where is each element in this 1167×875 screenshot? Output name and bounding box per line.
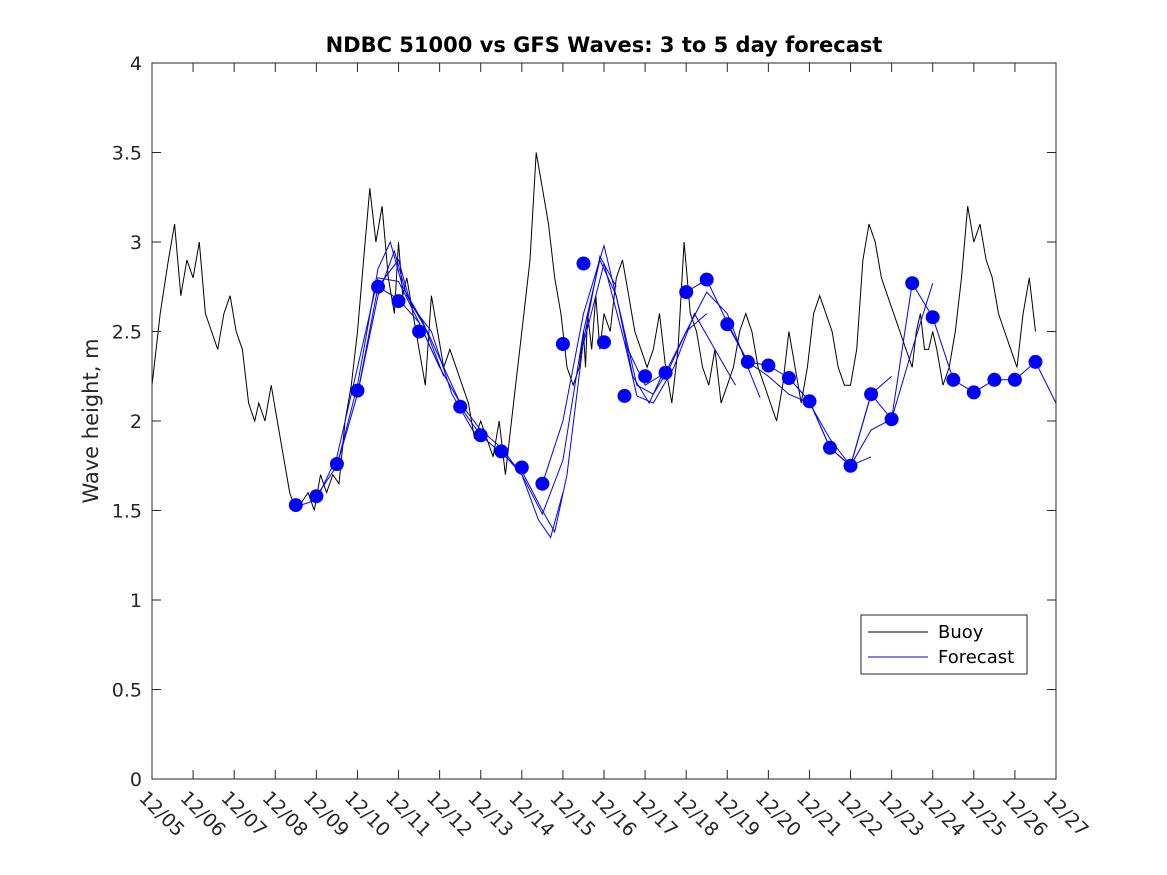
forecast-marker xyxy=(884,412,899,427)
x-tick-label: 12/12 xyxy=(422,787,476,841)
forecast-run-7 xyxy=(500,258,667,516)
forecast-marker xyxy=(309,489,324,504)
y-tick-label: 1 xyxy=(130,590,142,612)
forecast-marker xyxy=(946,372,961,387)
x-tick-label: 12/27 xyxy=(1038,787,1092,841)
forecast-run-13 xyxy=(788,283,934,467)
forecast-marker xyxy=(740,354,755,369)
forecast-run-11 xyxy=(685,278,872,467)
forecast-marker xyxy=(453,399,468,414)
y-tick-label: 0.5 xyxy=(112,680,142,702)
forecast-marker xyxy=(638,369,653,384)
x-tick-label: 12/20 xyxy=(751,787,805,841)
y-tick-label: 2.5 xyxy=(112,322,142,344)
forecast-marker xyxy=(576,256,591,271)
x-tick-label: 12/08 xyxy=(258,787,312,841)
y-tick-label: 3.5 xyxy=(112,143,142,165)
forecast-marker xyxy=(535,476,550,491)
forecast-marker xyxy=(843,458,858,473)
x-tick-label: 12/24 xyxy=(915,787,969,841)
forecast-marker xyxy=(371,279,385,294)
x-tick-label: 12/16 xyxy=(586,787,640,841)
y-tick-label: 2 xyxy=(130,411,142,433)
forecast-marker xyxy=(1007,372,1022,387)
forecast-marker xyxy=(288,498,303,513)
legend: Buoy Forecast xyxy=(860,614,1028,675)
forecast-marker xyxy=(699,272,714,287)
forecast-marker xyxy=(658,365,673,380)
y-tick-label: 0 xyxy=(130,769,142,791)
forecast-marker xyxy=(679,285,694,300)
x-tick-label: 12/07 xyxy=(217,787,271,841)
legend-buoy-label: Buoy xyxy=(938,622,984,643)
y-tick-label: 1.5 xyxy=(112,501,142,523)
forecast-marker xyxy=(802,394,817,409)
forecast-marker xyxy=(555,337,570,351)
x-tick-label: 12/15 xyxy=(545,787,599,841)
forecast-run-9 xyxy=(583,263,736,404)
x-tick-label: 12/06 xyxy=(176,787,230,841)
x-tick-label: 12/17 xyxy=(628,787,682,841)
chart-title: NDBC 51000 vs GFS Waves: 3 to 5 day fore… xyxy=(326,33,883,57)
forecast-marker xyxy=(514,460,529,475)
x-tick-label: 12/26 xyxy=(997,787,1051,841)
legend-box xyxy=(860,614,1028,675)
forecast-marker xyxy=(473,428,488,443)
forecast-marker xyxy=(617,388,632,403)
y-axis: 0 0.5 1 1.5 2 2.5 3 3.5 4 xyxy=(112,53,1056,791)
forecast-marker xyxy=(1028,354,1043,369)
y-tick-label: 3 xyxy=(130,232,142,254)
forecast-marker xyxy=(391,294,406,309)
buoy-series xyxy=(151,152,1036,512)
forecast-marker xyxy=(412,324,427,339)
x-tick-label: 12/22 xyxy=(833,787,887,841)
forecast-marker xyxy=(597,335,611,350)
forecast-marker xyxy=(494,444,509,459)
forecast-marker xyxy=(781,371,796,385)
x-tick-label: 12/23 xyxy=(874,787,928,841)
forecast-marker xyxy=(823,440,837,455)
x-tick-label: 12/21 xyxy=(792,787,846,841)
x-tick-label: 12/10 xyxy=(340,787,394,841)
forecast-markers xyxy=(288,256,1043,513)
forecast-run-8 xyxy=(541,243,708,484)
forecast-run-6 xyxy=(459,254,617,534)
y-axis-label: Wave height, m xyxy=(79,338,103,503)
forecast-marker xyxy=(864,387,879,402)
forecast-marker xyxy=(966,385,981,400)
x-tick-label: 12/18 xyxy=(669,787,723,841)
forecast-marker xyxy=(987,372,1002,387)
buoy-line xyxy=(151,152,1036,512)
legend-forecast-label: Forecast xyxy=(938,647,1014,668)
x-tick-label: 12/19 xyxy=(710,787,764,841)
forecast-marker xyxy=(329,457,344,471)
x-tick-label: 12/25 xyxy=(956,787,1010,841)
x-tick-label: 12/13 xyxy=(463,787,517,841)
x-tick-label: 12/14 xyxy=(504,787,558,841)
x-tick-label: 12/09 xyxy=(299,787,353,841)
forecast-marker xyxy=(761,358,776,373)
y-tick-label: 4 xyxy=(130,53,142,75)
forecast-marker xyxy=(350,383,365,398)
forecast-marker xyxy=(905,276,920,291)
x-tick-label: 12/05 xyxy=(134,787,188,841)
forecast-marker xyxy=(720,317,735,332)
forecast-marker xyxy=(925,310,940,325)
x-tick-label: 12/11 xyxy=(381,787,435,841)
